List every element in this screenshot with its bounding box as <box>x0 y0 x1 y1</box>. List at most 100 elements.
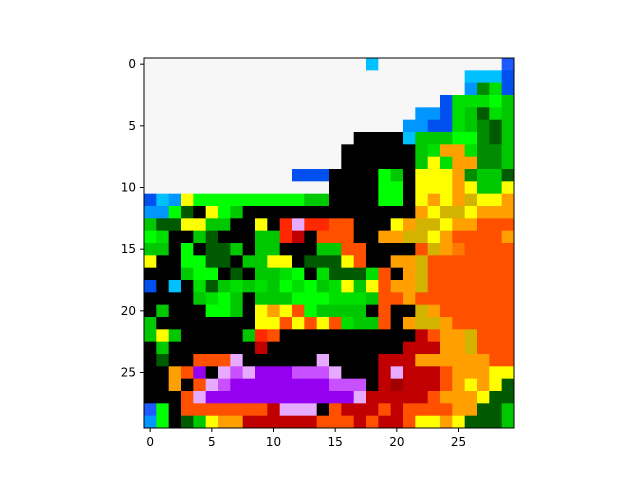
heatmap-cell <box>477 378 490 392</box>
heatmap-cell <box>279 391 293 404</box>
heatmap-cell <box>279 132 293 145</box>
heatmap-cell <box>316 267 330 281</box>
heatmap-cell <box>242 58 256 71</box>
heatmap-cell <box>452 354 466 367</box>
heatmap-cell <box>353 156 367 170</box>
heatmap-cell <box>341 144 355 158</box>
heatmap-cell <box>242 378 256 392</box>
heatmap-cell <box>144 218 157 232</box>
heatmap-cell <box>341 280 355 293</box>
heatmap-cell <box>464 403 478 417</box>
heatmap-cell <box>489 329 503 343</box>
heatmap-cell <box>242 144 256 158</box>
heatmap-cell <box>230 329 244 343</box>
heatmap-cell <box>477 267 490 281</box>
heatmap-cell <box>353 206 367 219</box>
heatmap-cell <box>205 304 219 318</box>
heatmap-cell <box>403 304 416 318</box>
heatmap-cell <box>205 341 219 355</box>
heatmap-cell <box>156 169 170 182</box>
heatmap-cell <box>267 169 281 182</box>
heatmap-cell <box>218 181 231 195</box>
heatmap-cell <box>156 144 170 158</box>
heatmap-cell <box>181 230 194 244</box>
heatmap-cell <box>267 132 281 145</box>
heatmap-cell <box>205 181 219 195</box>
heatmap-cell <box>267 403 281 417</box>
heatmap-cell <box>427 95 441 108</box>
heatmap-cell <box>292 181 305 195</box>
heatmap-cell <box>452 156 466 170</box>
heatmap-cell <box>353 329 367 343</box>
heatmap-cell <box>255 292 268 306</box>
heatmap-cell <box>489 70 503 84</box>
heatmap-cell <box>168 341 182 355</box>
heatmap-cell <box>427 181 441 195</box>
heatmap-cell <box>156 132 170 145</box>
heatmap-cell <box>452 292 466 306</box>
heatmap-cell <box>341 95 355 108</box>
heatmap-cell <box>230 354 244 367</box>
heatmap-cell <box>415 378 429 392</box>
heatmap-cell <box>304 341 318 355</box>
heatmap-cell <box>403 403 416 417</box>
heatmap-cell <box>279 366 293 380</box>
heatmap-cell <box>390 317 404 330</box>
heatmap-cell <box>427 280 441 293</box>
heatmap-cell <box>292 341 305 355</box>
heatmap-cell <box>403 70 416 84</box>
heatmap-cell <box>181 391 194 404</box>
heatmap-cell <box>218 415 231 429</box>
heatmap-cell <box>316 403 330 417</box>
heatmap-cell <box>255 267 268 281</box>
heatmap-cell <box>255 415 268 429</box>
heatmap-cell <box>316 292 330 306</box>
heatmap-cell <box>304 193 318 207</box>
heatmap-cell <box>501 230 515 244</box>
heatmap-cell <box>464 255 478 269</box>
heatmap-cell <box>440 403 453 417</box>
heatmap-cell <box>501 58 515 71</box>
heatmap-cell <box>255 354 268 367</box>
heatmap-cell <box>218 95 231 108</box>
heatmap-cell <box>156 329 170 343</box>
heatmap-cell <box>255 378 268 392</box>
heatmap-cell <box>403 82 416 96</box>
heatmap-cell <box>378 415 392 429</box>
heatmap-cell <box>168 329 182 343</box>
heatmap-cell <box>452 341 466 355</box>
heatmap-cell <box>218 243 231 256</box>
heatmap-cell <box>255 70 268 84</box>
heatmap-cell <box>168 292 182 306</box>
heatmap-cell <box>440 181 453 195</box>
heatmap-cell <box>477 132 490 145</box>
heatmap-cell <box>304 206 318 219</box>
heatmap-cell <box>144 378 157 392</box>
heatmap-cell <box>353 193 367 207</box>
heatmap-cell <box>440 243 453 256</box>
heatmap-cell <box>255 107 268 121</box>
heatmap-cell <box>390 95 404 108</box>
heatmap-cell <box>489 82 503 96</box>
heatmap-cell <box>353 95 367 108</box>
heatmap-cell <box>427 144 441 158</box>
heatmap-cell <box>477 280 490 293</box>
heatmap-cell <box>242 366 256 380</box>
heatmap-cell <box>205 317 219 330</box>
heatmap-cell <box>218 169 231 182</box>
heatmap-cell <box>267 391 281 404</box>
heatmap-cell <box>316 329 330 343</box>
heatmap-cell <box>156 366 170 380</box>
heatmap-cell <box>181 95 194 108</box>
heatmap-cell <box>440 58 453 71</box>
heatmap-cell <box>427 366 441 380</box>
heatmap-cell <box>181 82 194 96</box>
heatmap-cell <box>181 403 194 417</box>
heatmap-cell <box>205 193 219 207</box>
heatmap-cell <box>304 267 318 281</box>
heatmap-cell <box>501 317 515 330</box>
heatmap-cell <box>156 304 170 318</box>
heatmap-cell <box>378 391 392 404</box>
heatmap-cell <box>205 391 219 404</box>
heatmap-cell <box>489 144 503 158</box>
